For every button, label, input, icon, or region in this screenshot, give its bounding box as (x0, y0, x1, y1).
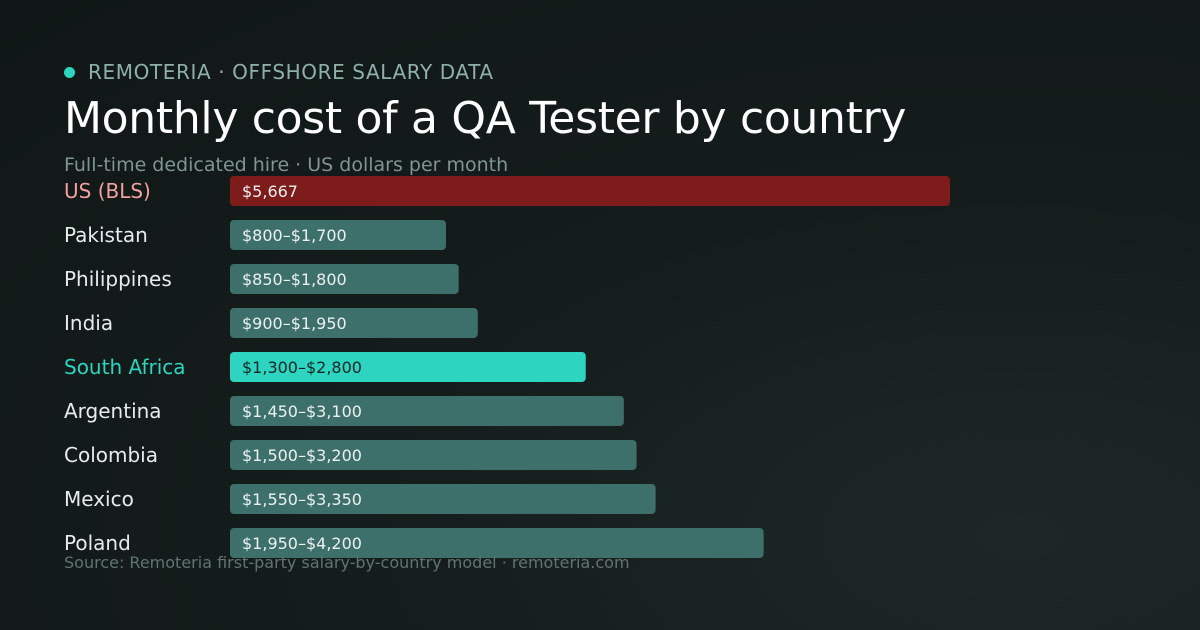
value-label-south-africa: $1,300–$2,800 (242, 358, 362, 377)
country-label-pakistan: Pakistan (64, 223, 148, 247)
brand-dot-icon (64, 66, 75, 78)
country-label-south-africa: South Africa (64, 355, 186, 379)
value-label-colombia: $1,500–$3,200 (242, 446, 362, 465)
value-label-india: $900–$1,950 (242, 314, 347, 333)
value-label-argentina: $1,450–$3,100 (242, 402, 362, 421)
bar-mexico (230, 484, 656, 514)
value-label-mexico: $1,550–$3,350 (242, 490, 362, 509)
country-label-poland: Poland (64, 531, 131, 555)
country-label-india: India (64, 311, 113, 335)
bar-poland (230, 528, 764, 558)
bar-us-bls (230, 176, 950, 206)
country-label-us-bls: US (BLS) (64, 179, 151, 203)
bar-philippines (230, 264, 459, 294)
value-label-poland: $1,950–$4,200 (242, 534, 362, 553)
brand-label: REMOTERIA · OFFSHORE SALARY DATA (88, 60, 494, 84)
country-label-colombia: Colombia (64, 443, 158, 467)
brand-line: REMOTERIA · OFFSHORE SALARY DATA (64, 60, 494, 84)
source-note: Source: Remoteria first-party salary-by-… (64, 553, 630, 572)
chart-title: Monthly cost of a QA Tester by country (64, 93, 907, 144)
chart-subtitle: Full-time dedicated hire · US dollars pe… (64, 154, 509, 176)
value-label-us-bls: $5,667 (242, 182, 298, 201)
country-label-argentina: Argentina (64, 399, 162, 423)
bar-colombia (230, 440, 637, 470)
bar-argentina (230, 396, 624, 426)
value-label-philippines: $850–$1,800 (242, 270, 347, 289)
bar-pakistan (230, 220, 446, 250)
bar-south-africa (230, 352, 586, 382)
country-label-mexico: Mexico (64, 487, 134, 511)
country-label-philippines: Philippines (64, 267, 172, 291)
value-label-pakistan: $800–$1,700 (242, 226, 347, 245)
bar-india (230, 308, 478, 338)
